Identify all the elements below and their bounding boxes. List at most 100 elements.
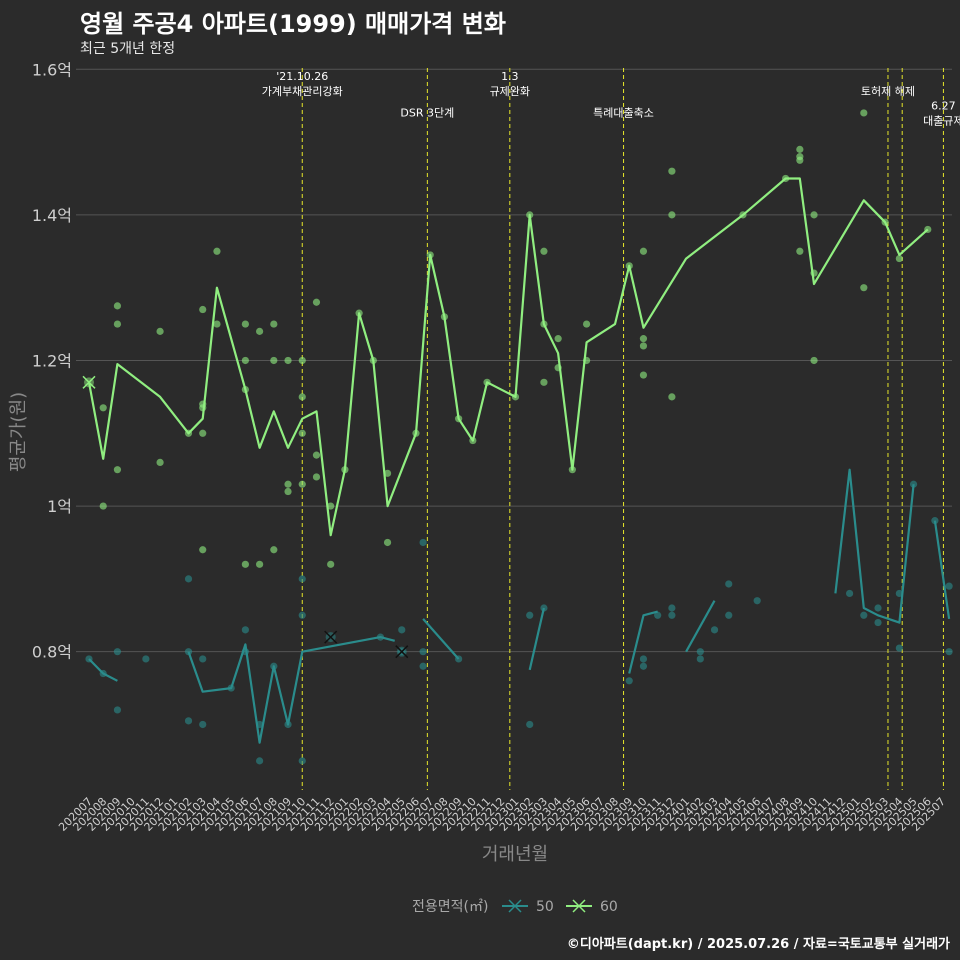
data-point	[213, 247, 221, 255]
data-point	[753, 597, 761, 605]
data-point	[156, 458, 164, 466]
data-point	[874, 618, 882, 627]
chart-title: 영월 주공4 아파트(1999) 매매가격 변화	[80, 10, 506, 38]
series-line	[88, 658, 118, 682]
y-tick-label: 1억	[47, 497, 72, 516]
data-point	[639, 371, 648, 379]
series-line	[685, 600, 716, 653]
data-point	[241, 560, 249, 568]
data-point	[639, 662, 648, 670]
data-point	[256, 560, 264, 568]
data-point	[199, 305, 207, 314]
data-point	[668, 211, 676, 219]
data-point	[256, 757, 264, 765]
data-point	[419, 538, 427, 547]
series-50	[85, 468, 953, 765]
data-point	[554, 335, 562, 343]
data-point	[725, 611, 733, 619]
data-point	[241, 626, 249, 634]
data-point	[312, 473, 321, 481]
data-point	[639, 335, 648, 343]
series-line	[933, 520, 951, 620]
data-point	[639, 655, 648, 663]
data-point	[945, 648, 953, 656]
legend-entry-60: 60	[566, 899, 618, 915]
data-point	[113, 302, 122, 310]
data-point	[526, 611, 534, 619]
data-point	[860, 611, 868, 619]
data-point	[668, 167, 676, 175]
data-point	[810, 356, 818, 365]
data-point	[113, 648, 122, 656]
data-point	[327, 502, 335, 510]
single-trade-marker	[395, 645, 409, 659]
data-point	[419, 648, 427, 656]
data-point	[298, 611, 306, 619]
single-trade-marker	[82, 375, 96, 389]
data-point	[383, 538, 392, 547]
data-point	[199, 655, 207, 663]
grid-layer	[76, 68, 952, 653]
y-tick-label: 1.4억	[32, 206, 72, 225]
data-point	[860, 109, 868, 117]
series-line	[422, 618, 460, 660]
data-point	[184, 575, 193, 583]
data-point	[270, 320, 278, 328]
data-point	[540, 378, 548, 386]
data-point	[113, 320, 122, 328]
y-tick-label: 1.2억	[32, 351, 72, 370]
data-point	[156, 327, 164, 335]
data-point	[639, 247, 648, 255]
data-point	[860, 284, 868, 292]
data-point	[796, 145, 804, 153]
data-point	[298, 757, 306, 765]
legend-title: 전용면적(㎡)	[412, 899, 488, 915]
series-60	[82, 109, 932, 568]
data-point	[796, 156, 804, 164]
data-point	[419, 662, 427, 670]
event-label: 특례대출축소	[593, 107, 654, 120]
data-point	[199, 429, 207, 437]
data-point	[142, 655, 150, 663]
data-point	[845, 589, 854, 598]
data-point	[398, 626, 406, 634]
data-point	[113, 706, 122, 714]
event-label: DSR 3단계	[400, 107, 454, 120]
data-point	[668, 604, 676, 612]
legend-label-50: 50	[536, 899, 554, 915]
data-point	[327, 560, 335, 568]
legend-entry-50: 50	[502, 899, 554, 915]
event-label: 6.27 대출규제	[923, 99, 960, 127]
data-point	[284, 487, 292, 496]
event-label: 1.3 규제완화	[490, 70, 530, 98]
data-point	[241, 320, 249, 328]
data-point	[284, 356, 292, 365]
data-point	[710, 626, 719, 634]
data-point	[895, 644, 903, 652]
data-point	[270, 356, 278, 365]
series-layer	[82, 109, 953, 765]
data-point	[540, 604, 548, 612]
y-axis-label: 평균가(원)	[8, 392, 29, 472]
series-line	[528, 607, 545, 671]
data-point	[874, 604, 882, 612]
data-point	[526, 720, 534, 729]
data-point	[639, 342, 648, 350]
data-point	[298, 356, 306, 365]
x-axis-label: 거래년월	[482, 844, 548, 865]
legend: 전용면적(㎡) 50 60	[412, 899, 618, 915]
data-point	[668, 611, 676, 619]
single-trade-marker	[324, 630, 338, 644]
data-point	[298, 480, 306, 488]
data-point	[298, 429, 306, 437]
data-point	[696, 648, 704, 656]
series-line	[187, 636, 395, 744]
data-point	[113, 466, 122, 474]
data-point	[810, 211, 818, 219]
data-point	[696, 655, 704, 663]
data-point	[199, 720, 207, 729]
data-point	[256, 327, 264, 335]
y-tick-label: 1.6억	[32, 60, 72, 79]
data-point	[298, 393, 306, 401]
